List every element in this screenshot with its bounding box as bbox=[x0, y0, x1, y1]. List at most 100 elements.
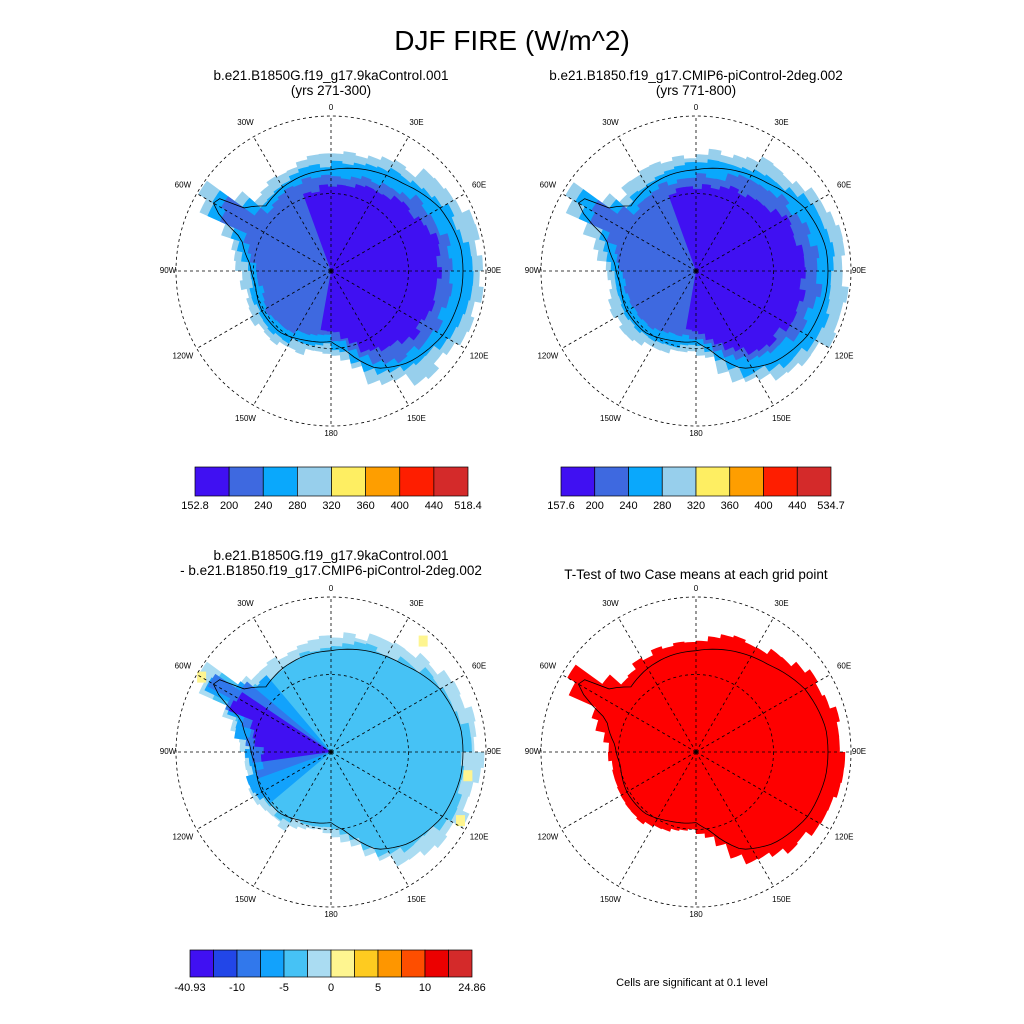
colorbar-label: 200 bbox=[586, 500, 604, 512]
colorbar-label: -40.93 bbox=[174, 982, 205, 994]
meridian-line bbox=[561, 674, 697, 753]
lon-label: 60E bbox=[472, 181, 486, 190]
significance-note: Cells are significant at 0.1 level bbox=[616, 977, 768, 989]
shaded-region bbox=[228, 692, 331, 762]
meridian-line bbox=[561, 751, 697, 830]
lon-label: 30W bbox=[602, 599, 619, 608]
colorbar-box bbox=[213, 949, 238, 978]
lon-label: 30W bbox=[237, 118, 254, 127]
meridian-line bbox=[330, 193, 466, 272]
polar-map-2: 0 30E 60E 90E 120E 150E 180 150W 120W 90W 60W 30W bbox=[525, 103, 866, 438]
positive-cell bbox=[456, 815, 466, 827]
panel1-title-line2: (yrs 271-300) bbox=[291, 83, 371, 98]
lon-label: 90E bbox=[487, 266, 501, 275]
lon-label: 90E bbox=[852, 266, 866, 275]
colorbar-label: 280 bbox=[288, 500, 306, 512]
main-title: DJF FIRE (W/m^2) bbox=[394, 25, 630, 56]
meridian-line bbox=[330, 751, 409, 887]
lon-label: 150W bbox=[235, 895, 256, 904]
lon-label: 0 bbox=[329, 584, 334, 593]
meridian-line bbox=[695, 270, 774, 406]
meridian-line bbox=[618, 270, 697, 406]
lon-label: 180 bbox=[324, 429, 338, 438]
meridian-line bbox=[695, 136, 774, 272]
lon-label: 120W bbox=[537, 833, 558, 842]
colorbar-box bbox=[763, 466, 798, 497]
colorbar-label: 440 bbox=[425, 500, 443, 512]
lon-label: 90W bbox=[525, 747, 542, 756]
colorbar-box bbox=[661, 466, 697, 497]
lon-label: 60E bbox=[837, 181, 851, 190]
colorbar-box bbox=[283, 949, 308, 978]
lon-label: 0 bbox=[694, 103, 699, 112]
colorbar-label: 440 bbox=[788, 500, 806, 512]
inner-latitude-circle bbox=[253, 674, 409, 830]
polar-map-4: 0 30E 60E 90E 120E 150E 180 150W 120W 90W 60W 30W bbox=[525, 584, 866, 919]
colorbar-box bbox=[695, 466, 731, 497]
outer-latitude-circle bbox=[540, 596, 852, 908]
colorbar-label: 280 bbox=[653, 500, 671, 512]
colorbar-box bbox=[433, 466, 469, 497]
lon-label: 60W bbox=[540, 662, 557, 671]
colorbar-label: 534.7 bbox=[817, 500, 845, 512]
lon-label: 180 bbox=[689, 910, 703, 919]
meridian-line bbox=[253, 136, 332, 272]
positive-cell bbox=[418, 635, 428, 647]
colorbar-label: 320 bbox=[687, 500, 705, 512]
lon-label: 120W bbox=[172, 833, 193, 842]
colorbar-label: 360 bbox=[721, 500, 739, 512]
meridian-line bbox=[330, 674, 466, 753]
colorbar-box bbox=[194, 466, 230, 497]
shaded-region bbox=[303, 184, 442, 353]
lon-label: 150E bbox=[407, 895, 426, 904]
colorbar-3: -40.93 -10 -5 0 5 10 24.86 bbox=[174, 949, 486, 994]
colorbar-box bbox=[560, 466, 596, 497]
lon-label: 120E bbox=[835, 352, 854, 361]
meridian-line bbox=[253, 751, 332, 887]
lon-label: 180 bbox=[324, 910, 338, 919]
meridian-line bbox=[618, 617, 697, 753]
lon-label: 0 bbox=[329, 103, 334, 112]
colorbar-box bbox=[330, 949, 355, 978]
shaded-region bbox=[567, 634, 846, 865]
meridian-line bbox=[253, 270, 332, 406]
colorbar-label: -5 bbox=[279, 982, 289, 994]
colorbar-label: 360 bbox=[356, 500, 374, 512]
coastline bbox=[577, 648, 829, 850]
lon-label: 30E bbox=[774, 118, 788, 127]
meridian-line bbox=[695, 193, 831, 272]
lon-label: 150E bbox=[772, 414, 791, 423]
colorbar-label: -10 bbox=[229, 982, 245, 994]
meridian-line bbox=[330, 751, 466, 830]
colorbar-box bbox=[354, 949, 379, 978]
meridian-line bbox=[618, 136, 697, 272]
lon-label: 60E bbox=[837, 662, 851, 671]
lon-label: 30W bbox=[237, 599, 254, 608]
lon-label: 30E bbox=[409, 118, 423, 127]
colorbar-box bbox=[628, 466, 663, 497]
colorbar-box bbox=[228, 466, 264, 497]
meridian-line bbox=[561, 193, 697, 272]
inner-latitude-circle bbox=[618, 674, 774, 830]
colorbar-box bbox=[424, 949, 449, 978]
lon-label: 30E bbox=[774, 599, 788, 608]
polar-map-1: 0 30E 60E 90E 120E 150E 180 150W 120W 90W 60W 30W bbox=[160, 103, 501, 438]
meridian-line bbox=[695, 674, 831, 753]
colorbar-label: 240 bbox=[619, 500, 637, 512]
meridian-line bbox=[330, 617, 409, 753]
colorbar-box bbox=[594, 466, 629, 497]
colorbar-box bbox=[307, 949, 332, 978]
lon-label: 120W bbox=[172, 352, 193, 361]
colorbar-box bbox=[729, 466, 764, 497]
lon-label: 150E bbox=[407, 414, 426, 423]
meridian-line bbox=[196, 270, 332, 349]
lon-label: 60E bbox=[472, 662, 486, 671]
panel2-title-line1: b.e21.B1850.f19_g17.CMIP6-piControl-2deg… bbox=[549, 68, 842, 83]
coastline bbox=[577, 167, 829, 369]
inner-latitude-circle bbox=[253, 193, 409, 349]
colorbar-box bbox=[189, 949, 214, 978]
colorbar-label: 320 bbox=[322, 500, 340, 512]
lon-label: 60W bbox=[175, 662, 192, 671]
colorbar-1: 152.8 200 240 280 320 360 400 440 518.4 bbox=[181, 466, 482, 512]
lon-label: 90E bbox=[487, 747, 501, 756]
